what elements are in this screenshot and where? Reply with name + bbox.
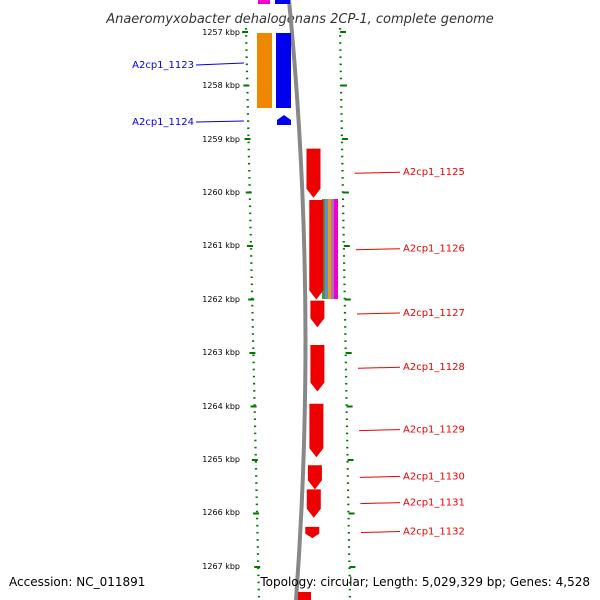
tick-label-1263: 1263 kbp	[202, 348, 240, 357]
leader-a2cp1-1128	[357, 366, 401, 369]
tick-labels: 1257 kbp 1258 kbp 1259 kbp 1260 kbp 1261…	[202, 28, 240, 571]
outer-ring-left	[244, 27, 261, 600]
leader-a2cp1-1124	[195, 120, 245, 123]
feature-orange-track	[257, 33, 272, 108]
tick-label-1259: 1259 kbp	[202, 135, 240, 144]
leader-a2cp1-1127	[356, 312, 401, 315]
leader-a2cp1-1126	[355, 248, 401, 251]
gene-label-a2cp1-1130[interactable]: A2cp1_1130	[403, 471, 465, 482]
leader-a2cp1-1123	[195, 62, 245, 66]
gene-a2cp1-1132-arrow[interactable]	[305, 526, 320, 539]
gene-label-a2cp1-1124[interactable]: A2cp1_1124	[132, 117, 194, 128]
feature-stripe-5	[334, 199, 338, 299]
genome-backbone	[287, 0, 308, 600]
tick-label-1260: 1260 kbp	[202, 188, 240, 197]
tick-label-1257: 1257 kbp	[202, 28, 240, 37]
gene-a2cp1-1125-arrow[interactable]	[306, 148, 321, 198]
tick-marks	[242, 31, 356, 568]
tick-label-1266: 1266 kbp	[202, 508, 240, 517]
feature-stripe-4	[331, 199, 334, 299]
map-title: Anaeromyxobacter dehalogenans 2CP-1, com…	[105, 12, 494, 27]
gene-a2cp1-1127-arrow[interactable]	[310, 300, 325, 328]
gene-label-a2cp1-1123[interactable]: A2cp1_1123	[132, 60, 194, 71]
gene-a2cp1-1123-arrow	[276, 33, 291, 108]
tick-label-1267: 1267 kbp	[202, 562, 240, 571]
gene-label-a2cp1-1129[interactable]: A2cp1_1129	[403, 425, 465, 436]
topology-summary: Topology: circular; Length: 5,029,329 bp…	[259, 575, 590, 589]
gene-label-a2cp1-1125[interactable]: A2cp1_1125	[403, 167, 465, 178]
tick-label-1262: 1262 kbp	[202, 295, 240, 304]
gene-a2cp1-1126-arrow[interactable]	[309, 200, 324, 300]
leader-a2cp1-1132	[360, 530, 401, 533]
leader-a2cp1-1125	[354, 171, 401, 174]
accession-label: Accession: NC_011891	[9, 575, 145, 589]
gene-label-a2cp1-1127[interactable]: A2cp1_1127	[403, 308, 465, 319]
gene-a2cp1-1124-arrow	[277, 115, 291, 125]
gene-label-a2cp1-1132[interactable]: A2cp1_1132	[403, 526, 465, 537]
leader-a2cp1-1130	[359, 475, 401, 478]
feature-stripe-2	[325, 199, 328, 299]
gene-a2cp1-1130-arrow[interactable]	[307, 465, 322, 490]
feature-top-blue	[275, 0, 290, 4]
gene-a2cp1-1128-arrow[interactable]	[310, 345, 325, 392]
gene-a2cp1-1131-arrow[interactable]	[306, 489, 321, 518]
tick-label-1265: 1265 kbp	[202, 455, 240, 464]
feature-top-magenta	[258, 0, 270, 4]
feature-bottom-red	[298, 592, 311, 600]
tick-label-1264: 1264 kbp	[202, 402, 240, 411]
gene-label-a2cp1-1126[interactable]: A2cp1_1126	[403, 244, 465, 255]
gene-label-a2cp1-1131[interactable]: A2cp1_1131	[403, 498, 465, 509]
tick-label-1258: 1258 kbp	[202, 81, 240, 90]
gene-a2cp1-1129-arrow[interactable]	[309, 403, 324, 458]
leader-a2cp1-1129	[359, 429, 401, 432]
tick-label-1261: 1261 kbp	[202, 241, 240, 250]
outer-ring-right	[338, 27, 352, 600]
feature-stripe-1	[322, 199, 325, 299]
leader-a2cp1-1131	[360, 502, 401, 505]
gene-label-a2cp1-1128[interactable]: A2cp1_1128	[403, 362, 465, 373]
reverse-gene-arrows	[305, 148, 325, 539]
feature-stripe-3	[328, 199, 331, 299]
reverse-gene-labels: A2cp1_1125 A2cp1_1126 A2cp1_1127 A2cp1_1128…	[354, 167, 465, 537]
